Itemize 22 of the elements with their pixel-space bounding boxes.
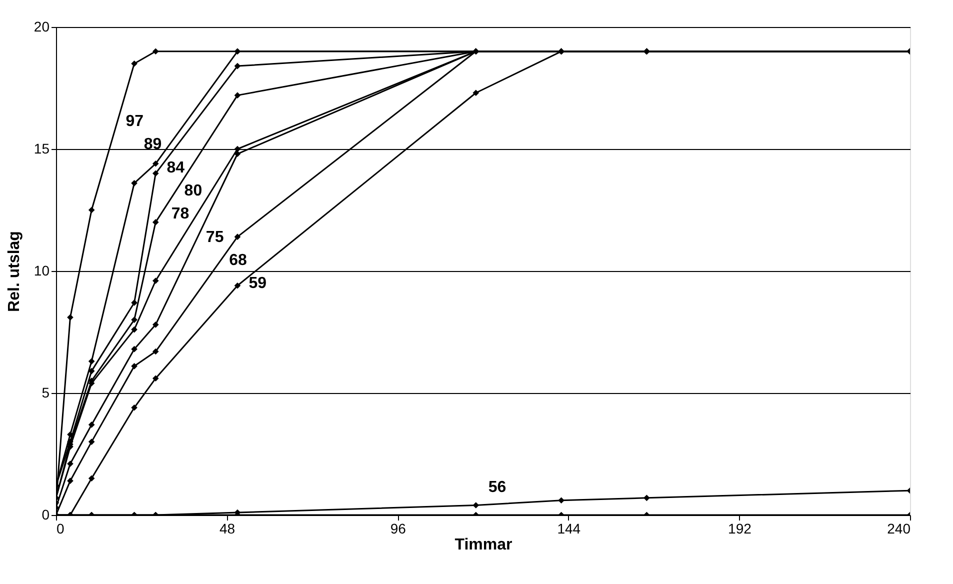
series-label: 59 <box>248 275 267 292</box>
x-tick-label: 48 <box>220 520 236 536</box>
y-tick-label: 10 <box>34 262 50 278</box>
x-tick-label: 96 <box>390 520 406 536</box>
series-label: 97 <box>126 112 144 130</box>
y-tick-label: 5 <box>42 384 50 400</box>
x-tick-label: 192 <box>728 520 752 536</box>
series-label: 75 <box>206 228 224 246</box>
y-tick-label: 20 <box>34 18 50 34</box>
y-tick-label: 15 <box>34 140 50 156</box>
series-label: 68 <box>229 252 248 270</box>
series-label: 56 <box>488 478 506 496</box>
series-label: 89 <box>144 136 162 154</box>
x-tick-label: 144 <box>557 520 581 536</box>
x-tick-label: 240 <box>887 520 911 536</box>
x-axis-title: Timmar <box>454 536 512 554</box>
series-label: 78 <box>171 206 190 223</box>
series-label: 80 <box>184 182 202 200</box>
y-tick-label: 0 <box>42 506 50 522</box>
y-axis-title: Rel. utslag <box>6 231 23 312</box>
x-tick-label: 0 <box>56 520 64 536</box>
series-label: 84 <box>166 159 185 176</box>
